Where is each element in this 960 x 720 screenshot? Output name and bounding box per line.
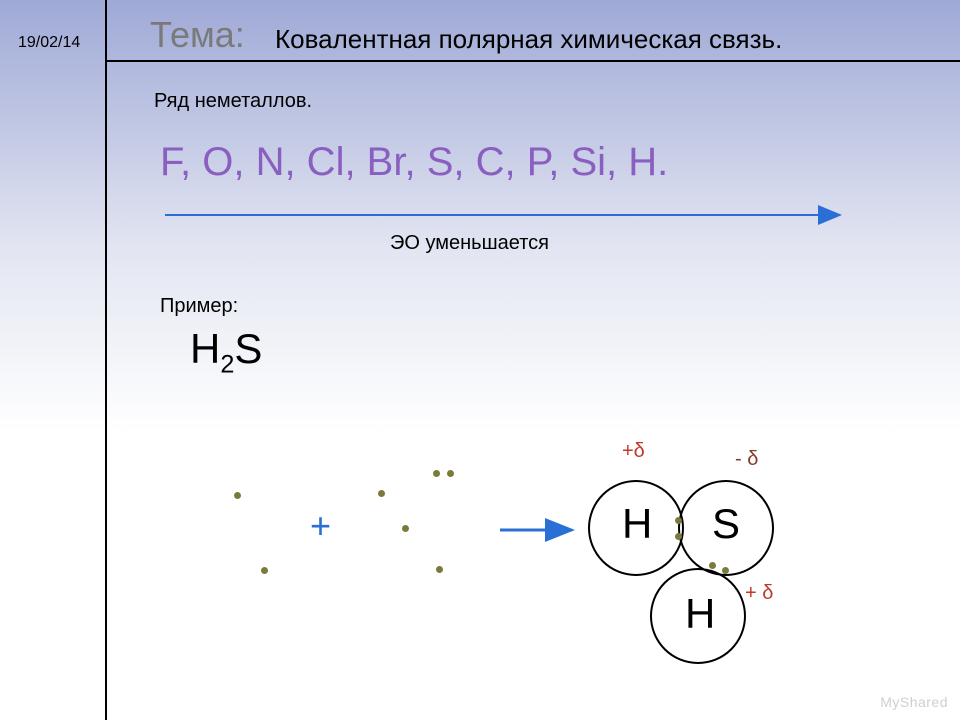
- lewis-dot: [234, 492, 241, 499]
- delta-plus-1: +δ: [622, 440, 645, 463]
- example-label: Пример:: [160, 295, 238, 318]
- formula-s: S: [234, 325, 262, 372]
- lewis-dot: [402, 525, 409, 532]
- lewis-dot: [261, 567, 268, 574]
- shared-dot: [722, 567, 729, 574]
- atom-h2: H: [685, 590, 715, 638]
- formula-h: H: [190, 325, 220, 372]
- eo-arrow-label: ЭО уменьшается: [390, 232, 549, 255]
- atom-h1: H: [622, 500, 652, 548]
- delta-plus-2: + δ: [745, 582, 773, 605]
- shared-dot: [675, 517, 682, 524]
- plus-sign: +: [310, 505, 331, 547]
- lewis-dot: [447, 470, 454, 477]
- delta-minus: - δ: [735, 448, 758, 471]
- lewis-dot: [378, 490, 385, 497]
- shared-dot: [709, 562, 716, 569]
- shared-dot: [675, 533, 682, 540]
- formula-sub: 2: [220, 350, 234, 378]
- lewis-dot: [436, 566, 443, 573]
- eo-arrow: [0, 0, 960, 720]
- example-formula: H2S: [190, 325, 262, 379]
- lewis-dot: [433, 470, 440, 477]
- watermark: MyShared: [880, 694, 948, 710]
- atom-s: S: [712, 500, 740, 548]
